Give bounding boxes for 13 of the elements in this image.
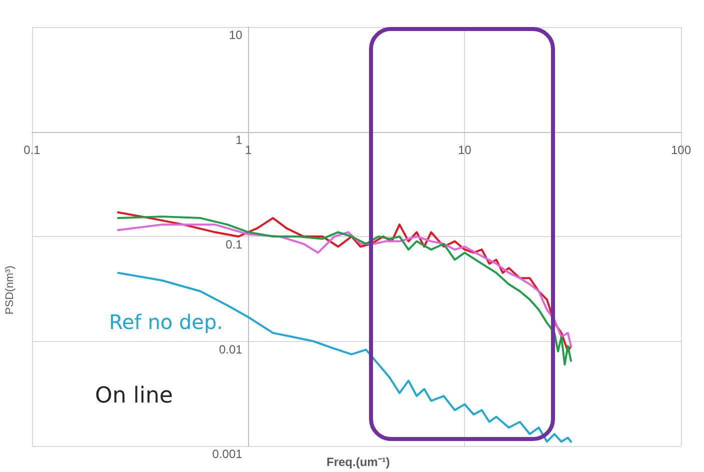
x-axis-title: Freq.(um⁻¹) [326, 455, 390, 469]
annotation: On line [95, 384, 173, 408]
series-label: Ref no dep. [109, 310, 224, 334]
y-tick-label: 0.001 [212, 447, 243, 461]
y-tick-label: 1 [236, 132, 243, 147]
x-tick-label: 1 [244, 142, 252, 157]
y-tick-label: 0.01 [218, 342, 243, 356]
x-tick-label: 100 [670, 142, 692, 157]
y-axis-title: PSD(nm³) [4, 266, 16, 314]
x-tick-label: 0.1 [24, 142, 41, 157]
x-tick-label: 10 [458, 142, 472, 157]
y-tick-label: 10 [228, 28, 243, 42]
y-tick-label: 0.1 [226, 238, 243, 252]
